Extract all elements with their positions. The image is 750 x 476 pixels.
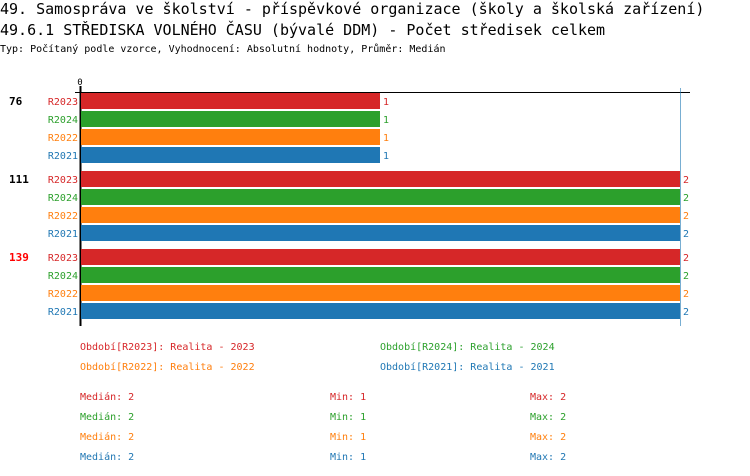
bar: [81, 147, 380, 163]
category-label: 139: [9, 251, 29, 264]
bar: [81, 267, 680, 283]
series-label: R2021: [48, 151, 78, 162]
stat-min: Min: 1: [330, 412, 367, 423]
bar-value-label: 2: [683, 211, 689, 222]
bar-value-label: 1: [383, 151, 389, 162]
bar: [81, 249, 680, 265]
stat-median: Medián: 2: [80, 452, 135, 463]
series-label: R2023: [48, 175, 78, 186]
bar: [81, 225, 680, 241]
series-label: R2024: [48, 193, 78, 204]
stat-max: Max: 2: [530, 432, 567, 443]
bar-value-label: 2: [683, 289, 689, 300]
chart-info: Typ: Počítaný podle vzorce, Vyhodnocení:…: [0, 44, 446, 55]
series-label: R2022: [48, 133, 78, 144]
legend-item: Období[R2021]: Realita - 2021: [380, 362, 555, 373]
bar: [81, 189, 680, 205]
category-label: 76: [9, 95, 23, 108]
bar-value-label: 1: [383, 97, 389, 108]
bar-value-label: 2: [683, 253, 689, 264]
page-title: 49. Samospráva ve školství - příspěvkové…: [0, 0, 705, 18]
series-label: R2024: [48, 115, 78, 126]
bar-value-label: 2: [683, 193, 689, 204]
series-label: R2024: [48, 271, 78, 282]
series-label: R2021: [48, 229, 78, 240]
bar-value-label: 2: [683, 175, 689, 186]
stat-median: Medián: 2: [80, 432, 135, 443]
bar: [81, 303, 680, 319]
stat-max: Max: 2: [530, 392, 567, 403]
category-label: 111: [9, 173, 29, 186]
series-label: R2023: [48, 97, 78, 108]
bar-value-label: 2: [683, 271, 689, 282]
stat-median: Medián: 2: [80, 392, 135, 403]
bar: [81, 93, 380, 109]
series-label: R2021: [48, 307, 78, 318]
chart-subtitle: 49.6.1 STŘEDISKA VOLNÉHO ČASU (bývalé DD…: [0, 21, 606, 39]
bar: [81, 207, 680, 223]
stat-max: Max: 2: [530, 412, 567, 423]
bar-value-label: 1: [383, 133, 389, 144]
series-label: R2023: [48, 253, 78, 264]
bar: [81, 111, 380, 127]
legend-item: Období[R2022]: Realita - 2022: [80, 362, 255, 373]
bar: [81, 285, 680, 301]
bar-value-label: 1: [383, 115, 389, 126]
bar-value-label: 2: [683, 229, 689, 240]
stat-min: Min: 1: [330, 432, 367, 443]
series-label: R2022: [48, 289, 78, 300]
bar-value-label: 2: [683, 307, 689, 318]
stat-min: Min: 1: [330, 452, 367, 463]
x-tick-label: 0: [77, 78, 82, 88]
stat-median: Medián: 2: [80, 412, 135, 423]
legend-item: Období[R2023]: Realita - 2023: [80, 342, 255, 353]
bar: [81, 129, 380, 145]
legend-item: Období[R2024]: Realita - 2024: [380, 342, 555, 353]
series-label: R2022: [48, 211, 78, 222]
bar: [81, 171, 680, 187]
stat-min: Min: 1: [330, 392, 367, 403]
stat-max: Max: 2: [530, 452, 567, 463]
